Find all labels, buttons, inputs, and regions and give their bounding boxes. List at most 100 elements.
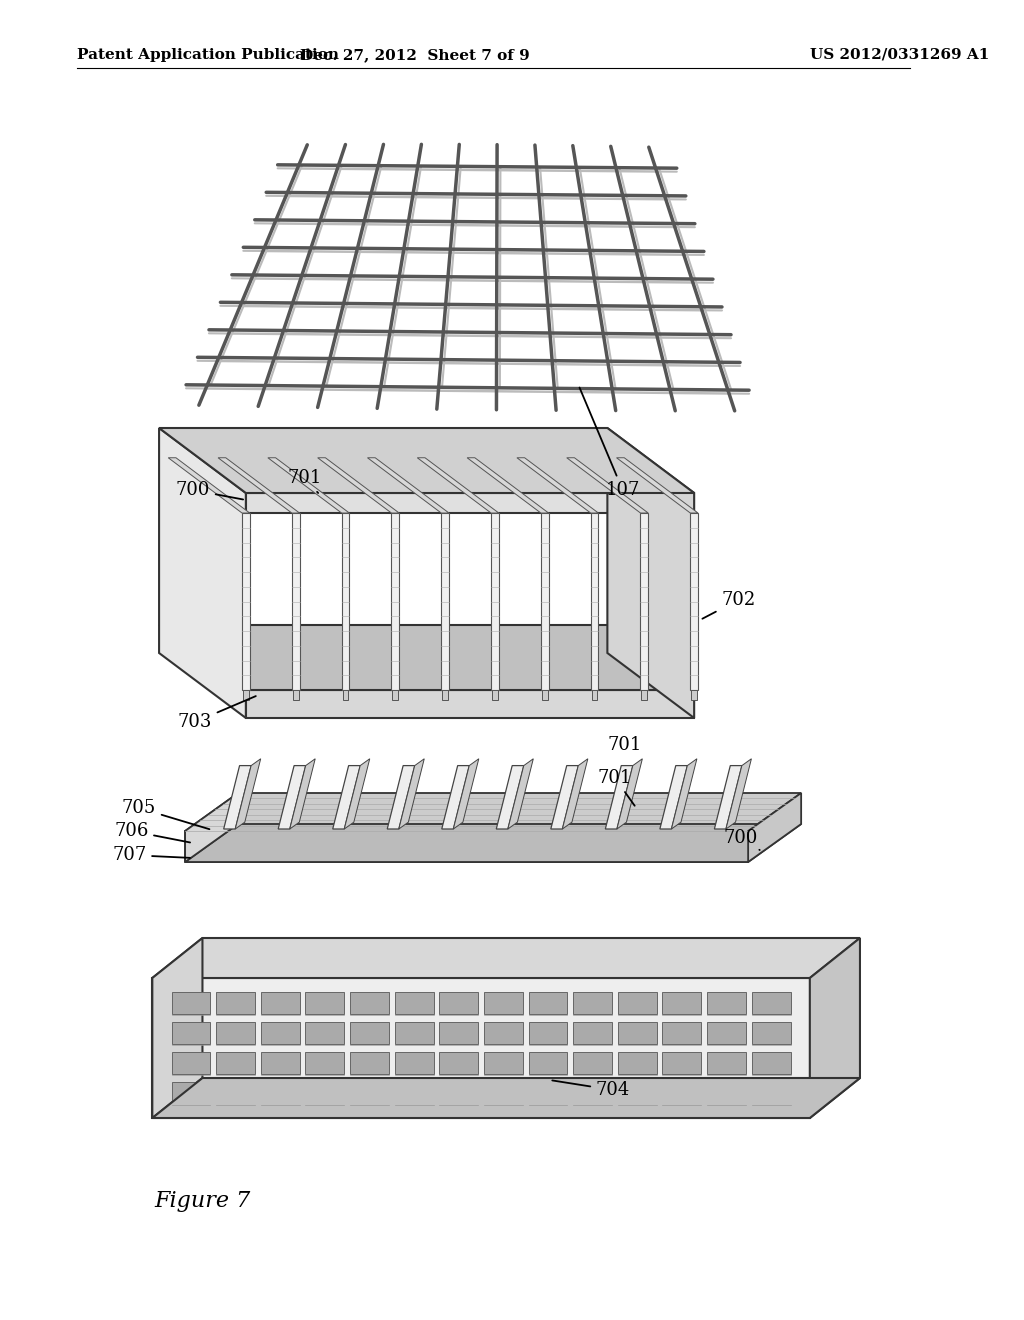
Polygon shape <box>268 458 349 513</box>
Polygon shape <box>517 458 598 513</box>
Polygon shape <box>394 1082 433 1104</box>
Polygon shape <box>333 766 360 829</box>
Polygon shape <box>573 1052 612 1074</box>
Polygon shape <box>216 1052 255 1074</box>
Polygon shape <box>172 993 211 1014</box>
Polygon shape <box>541 513 549 690</box>
Polygon shape <box>708 993 745 1014</box>
Polygon shape <box>159 428 694 492</box>
Polygon shape <box>605 766 633 829</box>
Polygon shape <box>305 1052 344 1074</box>
Polygon shape <box>484 1082 523 1104</box>
Polygon shape <box>617 1052 656 1074</box>
Polygon shape <box>343 690 348 700</box>
Polygon shape <box>484 1022 523 1044</box>
Polygon shape <box>616 458 698 513</box>
Polygon shape <box>591 513 598 690</box>
Polygon shape <box>528 1022 567 1044</box>
Polygon shape <box>261 993 300 1014</box>
Polygon shape <box>153 978 810 1118</box>
Polygon shape <box>185 824 801 862</box>
Text: US 2012/0331269 A1: US 2012/0331269 A1 <box>810 48 989 62</box>
Polygon shape <box>810 939 860 1118</box>
Polygon shape <box>573 1082 612 1104</box>
Polygon shape <box>159 624 694 690</box>
Polygon shape <box>391 513 399 690</box>
Polygon shape <box>663 1022 701 1044</box>
Polygon shape <box>236 759 261 829</box>
Polygon shape <box>216 993 255 1014</box>
Polygon shape <box>218 458 299 513</box>
Polygon shape <box>344 759 370 829</box>
Polygon shape <box>293 690 299 700</box>
Polygon shape <box>492 513 499 690</box>
Polygon shape <box>350 993 389 1014</box>
Polygon shape <box>350 1082 389 1104</box>
Polygon shape <box>441 766 469 829</box>
Polygon shape <box>528 1052 567 1074</box>
Polygon shape <box>317 458 399 513</box>
Polygon shape <box>562 759 588 829</box>
Polygon shape <box>261 1022 300 1044</box>
Polygon shape <box>394 1052 433 1074</box>
Text: 703: 703 <box>178 696 256 731</box>
Text: 701: 701 <box>288 469 322 492</box>
Polygon shape <box>691 690 697 700</box>
Polygon shape <box>607 428 694 718</box>
Polygon shape <box>663 1082 701 1104</box>
Text: 704: 704 <box>552 1081 630 1100</box>
Polygon shape <box>223 766 251 829</box>
Text: Figure 7: Figure 7 <box>155 1191 251 1212</box>
Polygon shape <box>492 690 498 700</box>
Polygon shape <box>292 513 299 690</box>
Polygon shape <box>752 1082 791 1104</box>
Polygon shape <box>708 1052 745 1074</box>
Polygon shape <box>484 1052 523 1074</box>
Polygon shape <box>752 1022 791 1044</box>
Text: Patent Application Publication: Patent Application Publication <box>77 48 339 62</box>
Polygon shape <box>153 939 860 978</box>
Polygon shape <box>350 1052 389 1074</box>
Polygon shape <box>246 492 694 513</box>
Polygon shape <box>528 1082 567 1104</box>
Text: 700: 700 <box>176 480 243 499</box>
Polygon shape <box>659 766 687 829</box>
Polygon shape <box>752 993 791 1014</box>
Polygon shape <box>172 1082 211 1104</box>
Polygon shape <box>153 939 203 1118</box>
Polygon shape <box>305 1022 344 1044</box>
Polygon shape <box>467 458 549 513</box>
Polygon shape <box>484 993 523 1014</box>
Polygon shape <box>726 759 752 829</box>
Polygon shape <box>168 458 250 513</box>
Polygon shape <box>216 1082 255 1104</box>
Polygon shape <box>392 690 398 700</box>
Polygon shape <box>159 428 246 718</box>
Polygon shape <box>305 1082 344 1104</box>
Polygon shape <box>442 690 447 700</box>
Polygon shape <box>617 1082 656 1104</box>
Polygon shape <box>617 993 656 1014</box>
Polygon shape <box>398 759 424 829</box>
Text: 701: 701 <box>598 770 635 805</box>
Polygon shape <box>261 1082 300 1104</box>
Polygon shape <box>342 513 349 690</box>
Polygon shape <box>690 513 698 690</box>
Text: 707: 707 <box>113 846 190 865</box>
Polygon shape <box>394 1022 433 1044</box>
Polygon shape <box>394 993 433 1014</box>
Polygon shape <box>242 513 250 690</box>
Polygon shape <box>279 766 306 829</box>
Polygon shape <box>497 766 523 829</box>
Text: 701: 701 <box>607 737 642 754</box>
Polygon shape <box>172 1022 211 1044</box>
Text: 702: 702 <box>702 591 756 619</box>
Polygon shape <box>566 458 648 513</box>
Polygon shape <box>708 1082 745 1104</box>
Polygon shape <box>243 690 249 700</box>
Polygon shape <box>439 1082 478 1104</box>
Polygon shape <box>172 1052 211 1074</box>
Polygon shape <box>418 458 499 513</box>
Polygon shape <box>528 993 567 1014</box>
Text: Dec. 27, 2012  Sheet 7 of 9: Dec. 27, 2012 Sheet 7 of 9 <box>300 48 529 62</box>
